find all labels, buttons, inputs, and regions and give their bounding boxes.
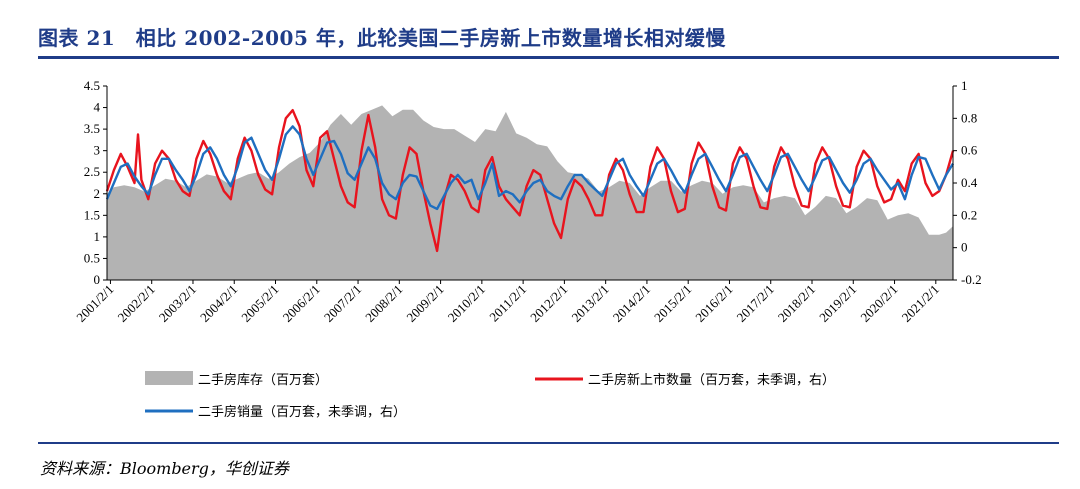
right-tick-label: 0.8	[961, 110, 977, 125]
left-tick-label: 1	[94, 229, 101, 244]
left-tick-label: 4.5	[84, 78, 100, 93]
left-tick-label: 0.5	[84, 250, 100, 265]
x-tick-label: 2003/2/1	[156, 282, 199, 325]
legend-label: 二手房库存（百万套）	[198, 372, 328, 388]
legend-label: 二手房新上市数量（百万套，未季调，右）	[588, 372, 835, 388]
left-tick-label: 2.5	[84, 164, 100, 179]
x-tick-label: 2005/2/1	[238, 282, 281, 325]
right-tick-label: -0.2	[961, 272, 982, 287]
left-tick-label: 0	[94, 272, 101, 287]
x-tick-label: 2004/2/1	[197, 282, 240, 325]
x-tick-label: 2002/2/1	[115, 282, 158, 325]
chart-legend: 二手房库存（百万套） 二手房新上市数量（百万套，未季调，右） 二手房销量（百万套，未…	[145, 371, 835, 420]
x-tick-label: 2011/2/1	[486, 282, 529, 325]
x-tick-label: 2018/2/1	[775, 282, 818, 325]
left-tick-label: 1.5	[84, 207, 100, 222]
x-tick-label: 2015/2/1	[651, 282, 694, 325]
x-tick-label: 2013/2/1	[568, 282, 611, 325]
x-tick-label: 2014/2/1	[610, 282, 653, 325]
source-note: 资料来源：Bloomberg，华创证券	[40, 459, 289, 478]
x-tick-label: 2007/2/1	[321, 282, 364, 325]
right-tick-label: 0	[961, 240, 968, 255]
footer-divider	[38, 442, 1059, 444]
x-tick-label: 2016/2/1	[692, 282, 735, 325]
right-tick-label: 0.4	[961, 175, 978, 190]
left-tick-label: 2	[94, 186, 101, 201]
left-tick-label: 3.5	[84, 121, 100, 136]
plot-area	[105, 105, 955, 281]
x-tick-label: 2021/2/1	[899, 282, 942, 325]
right-tick-label: 0.6	[961, 143, 978, 158]
left-tick-label: 3	[94, 143, 101, 158]
x-tick-label: 2019/2/1	[816, 282, 859, 325]
x-tick-label: 2020/2/1	[857, 282, 900, 325]
chart-title: 图表 21 相比 2002-2005 年，此轮美国二手房新上市数量增长相对缓慢	[38, 26, 726, 50]
x-tick-label: 2009/2/1	[403, 282, 446, 325]
right-tick-label: 1	[961, 78, 968, 93]
chart-canvas: 0 0.5 1 1.5 2 2.5 3 3.5 4 4.5 -0.2 0 0.2 0.4 0.6 0.8 1 20…	[73, 78, 982, 420]
x-tick-label: 2001/2/1	[73, 282, 116, 325]
series-sales-line	[105, 125, 955, 211]
series-new-listings-line	[105, 108, 955, 253]
x-tick-label: 2017/2/1	[734, 282, 777, 325]
x-tick-label: 2010/2/1	[445, 282, 488, 325]
x-tick-label: 2012/2/1	[527, 282, 570, 325]
x-tick-label: 2006/2/1	[280, 282, 323, 325]
right-tick-label: 0.2	[961, 207, 977, 222]
series-inventory-area	[107, 105, 953, 281]
title-divider	[38, 56, 1059, 59]
x-tick-label: 2008/2/1	[362, 282, 405, 325]
left-tick-label: 4	[94, 100, 101, 115]
legend-swatch-area	[145, 371, 193, 385]
legend-label: 二手房销量（百万套，未季调，右）	[198, 404, 406, 420]
